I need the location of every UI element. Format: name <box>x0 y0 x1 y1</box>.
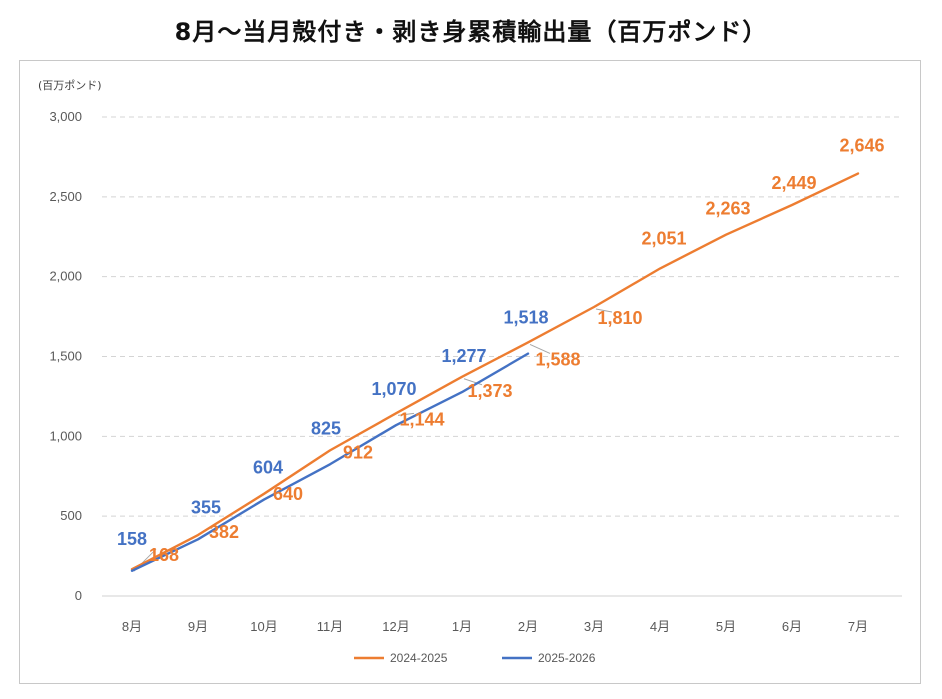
x-tick-label: 9月 <box>188 619 208 634</box>
series-line-2024-2025 <box>130 172 860 571</box>
data-label: 1,588 <box>535 349 580 369</box>
data-label: 912 <box>343 442 373 462</box>
x-tick-label: 4月 <box>650 619 670 634</box>
legend: 2024-2025 2025-2026 <box>354 651 596 665</box>
data-label: 1,810 <box>597 308 642 328</box>
data-label: 158 <box>117 529 147 549</box>
data-label: 168 <box>149 545 179 565</box>
x-tick-label: 6月 <box>782 619 802 634</box>
data-label: 825 <box>311 418 341 438</box>
y-tick-label: 2,000 <box>49 269 82 284</box>
y-tick-label: 2,500 <box>49 189 82 204</box>
x-tick-label: 1月 <box>452 619 472 634</box>
x-tick-label: 10月 <box>250 619 277 634</box>
data-label: 1,144 <box>399 409 444 429</box>
data-label: 382 <box>209 522 239 542</box>
data-label-leader <box>595 308 613 313</box>
data-label: 2,449 <box>771 173 816 193</box>
y-tick-label: 3,000 <box>49 109 82 124</box>
x-tick-label: 2月 <box>518 619 538 634</box>
legend-label: 2024-2025 <box>390 651 448 665</box>
chart-title: 8月～当月殻付き・剥き身累積輸出量（百万ポンド） <box>174 18 768 46</box>
line-chart: (百万ポンド) 0 500 1,000 1,500 2,000 2,500 3,000 8月… <box>38 79 902 665</box>
data-label: 604 <box>253 458 283 478</box>
x-tick-label: 7月 <box>848 619 868 634</box>
y-tick-label: 0 <box>75 588 82 603</box>
y-tick-label: 1,500 <box>49 349 82 364</box>
x-tick-label: 5月 <box>716 619 736 634</box>
y-tick-label: 500 <box>60 508 82 523</box>
x-tick-label: 12月 <box>382 619 409 634</box>
legend-label: 2025-2026 <box>538 651 596 665</box>
y-axis-unit-label: (百万ポンド) <box>38 79 102 92</box>
x-tick-label: 11月 <box>317 619 344 634</box>
data-label: 1,070 <box>371 379 416 399</box>
data-label-leader <box>397 412 415 416</box>
data-label-leader <box>463 378 483 386</box>
series-line-2025-2026 <box>130 352 530 572</box>
x-tick-label: 8月 <box>122 619 142 634</box>
data-label: 2,646 <box>839 136 884 156</box>
x-tick-label: 3月 <box>584 619 604 634</box>
data-label: 1,277 <box>441 346 486 366</box>
data-label-leader <box>529 343 551 354</box>
data-label: 1,518 <box>503 308 548 328</box>
y-tick-label: 1,000 <box>49 428 82 443</box>
data-label: 2,263 <box>705 199 750 219</box>
data-label: 640 <box>273 484 303 504</box>
data-label: 1,373 <box>467 381 512 401</box>
data-label: 2,051 <box>641 229 686 249</box>
data-label: 355 <box>191 497 221 517</box>
chart-area: (百万ポンド) 0 500 1,000 1,500 2,000 2,500 3,000 8月… <box>19 60 921 684</box>
